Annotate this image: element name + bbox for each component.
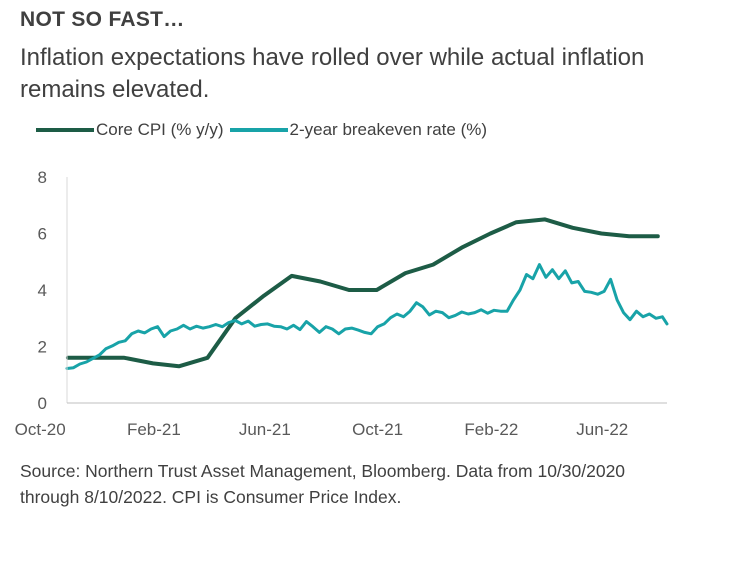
- x-tick-label: Jun-22: [576, 420, 628, 439]
- y-tick-label: 4: [38, 281, 47, 300]
- legend-swatch-core-cpi: [36, 128, 94, 132]
- series-line-core-cpi: [65, 217, 660, 369]
- y-axis: 0 2 4 6 8: [38, 168, 47, 413]
- chart-series: [65, 217, 669, 370]
- y-tick-label: 6: [38, 225, 47, 244]
- chart-legend: Core CPI (% y/y) 2-year breakeven rate (…: [36, 118, 487, 142]
- source-note: Source: Northern Trust Asset Management,…: [20, 461, 626, 507]
- x-tick-label: Oct-21: [352, 420, 403, 439]
- legend-swatch-breakeven: [229, 128, 288, 132]
- series-line-breakeven: [65, 263, 669, 370]
- y-tick-label: 8: [38, 168, 47, 187]
- chart-heading: NOT SO FAST…: [20, 8, 185, 31]
- x-tick-label: Oct-20: [15, 420, 66, 439]
- x-tick-label: Feb-21: [127, 420, 181, 439]
- legend-label-breakeven: 2-year breakeven rate (%): [289, 120, 488, 139]
- y-tick-label: 2: [38, 338, 47, 357]
- legend-label-core-cpi: Core CPI (% y/y): [96, 120, 224, 139]
- y-tick-label: 0: [38, 394, 47, 413]
- line-chart: 0 2 4 6 8 Oct-20 Feb-21 Jun-21 Oct-21 Feb-22 Jun-…: [15, 168, 669, 439]
- x-tick-label: Feb-22: [464, 420, 518, 439]
- chart-subtitle: Inflation expectations have rolled over …: [20, 44, 645, 103]
- x-tick-label: Jun-21: [239, 420, 291, 439]
- legend-item-core-cpi: Core CPI (% y/y): [36, 120, 224, 140]
- legend-item-breakeven: 2-year breakeven rate (%): [229, 120, 488, 140]
- x-axis: Oct-20 Feb-21 Jun-21 Oct-21 Feb-22 Jun-22: [15, 420, 629, 439]
